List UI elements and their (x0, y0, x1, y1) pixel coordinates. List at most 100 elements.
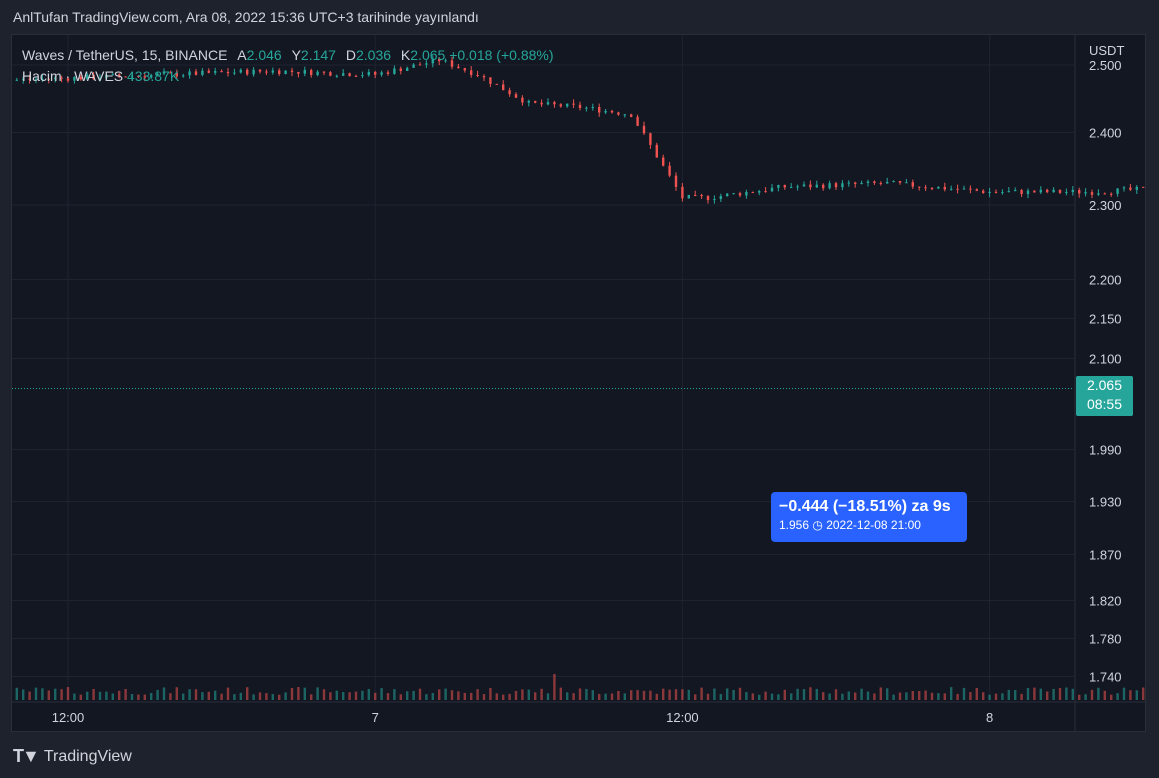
volume-bar (918, 690, 921, 700)
volume-bar (1078, 694, 1081, 700)
volume-bar (617, 690, 620, 700)
chart-legend: Waves / TetherUS, 15, BINANCE A2.046 Y2.… (22, 45, 554, 87)
volume-bar (738, 687, 742, 700)
price-tick-label: 2.300 (1089, 198, 1122, 213)
measure-detail: 1.956 ◷ 2022-12-08 21:00 (779, 518, 959, 532)
volume-bar (911, 690, 914, 700)
volume-bar (22, 689, 25, 700)
candle-body (598, 106, 601, 113)
legend-close: 2.065 (410, 47, 446, 63)
volume-bar (662, 688, 665, 700)
price-tick-label: 2.150 (1089, 312, 1122, 327)
candle-body (1122, 187, 1126, 189)
volume-bar (271, 694, 274, 700)
volume-bar (124, 689, 127, 700)
candle-body (636, 116, 639, 126)
candle-body (937, 186, 940, 189)
candle-body (726, 193, 729, 197)
candle-body (431, 58, 434, 64)
volume-bar (303, 687, 306, 700)
volume-bar (457, 691, 460, 700)
volume-bar (745, 692, 748, 700)
volume-bar (47, 690, 50, 700)
volume-bar (86, 691, 89, 700)
tradingview-logo-icon: T▼ (13, 746, 40, 766)
candle-body (284, 70, 287, 75)
candle-body (886, 181, 889, 184)
volume-bar (1097, 687, 1100, 700)
volume-bar (489, 688, 492, 700)
legend-change: +0.018 (+0.88%) (449, 47, 554, 63)
volume-bar (982, 692, 985, 700)
candle-body (860, 182, 863, 184)
candle-body (111, 74, 114, 76)
volume-bar (354, 691, 358, 700)
volume-bar (841, 693, 844, 700)
candle-body (438, 58, 441, 62)
candle-body (297, 71, 300, 74)
candle-body (982, 190, 985, 194)
candle-body (623, 114, 626, 116)
tradingview-footer[interactable]: T▼ TradingView (13, 746, 132, 767)
volume-bar (342, 692, 345, 700)
volume-bar (969, 692, 972, 700)
candle-body (342, 73, 345, 76)
volume-bar (463, 692, 466, 700)
volume-bar (726, 688, 729, 700)
volume-bar (399, 694, 402, 700)
candle-body (130, 76, 134, 78)
measure-datetime: 2022-12-08 21:00 (826, 518, 921, 532)
candle-body (418, 64, 422, 66)
candle-body (476, 74, 479, 77)
candle-body (444, 60, 447, 62)
volume-bar (1046, 691, 1049, 700)
candle-body (1071, 189, 1074, 193)
candle-body (687, 194, 690, 199)
candle-body (770, 187, 774, 192)
volume-bar (406, 691, 409, 700)
volume-bar (265, 693, 268, 700)
candle-body (412, 64, 415, 68)
candle-body (393, 68, 396, 74)
volume-bar (246, 687, 249, 700)
volume-bar (534, 692, 537, 700)
legend-volume-row: Hacim · WAVES 433.87K (22, 66, 554, 87)
candle-body (1007, 191, 1010, 193)
volume-bar (73, 693, 76, 700)
candle-body (617, 112, 620, 115)
candle-body (310, 69, 313, 76)
candle-body (732, 193, 735, 195)
chart-frame[interactable]: USDT 2.500 2.400 2.300 2.200 2.150 2.100 1.990 1… (11, 34, 1146, 732)
volume-bar (1116, 693, 1119, 700)
candle-body (335, 75, 338, 77)
legend-open-label: A (237, 47, 247, 63)
candle-body (783, 185, 786, 188)
volume-bar (636, 690, 639, 700)
volume-bar (898, 692, 902, 700)
price-tick-label: 1.740 (1089, 670, 1122, 685)
volume-bar (508, 693, 511, 700)
candle-body (898, 181, 902, 183)
candle-body (457, 66, 460, 69)
measure-label[interactable]: −0.444 (−18.51%) za 9s 1.956 ◷ 2022-12-0… (771, 492, 967, 542)
volume-bar (1052, 688, 1055, 700)
volume-bar (553, 674, 556, 700)
volume-bar (879, 687, 882, 700)
candle-body (1039, 189, 1042, 193)
candle-body (380, 72, 383, 75)
price-tick-label: 1.990 (1089, 443, 1122, 458)
volume-bar (687, 689, 690, 700)
clock-icon: ◷ (812, 518, 823, 532)
volume-bar (130, 693, 134, 700)
volume-layer (15, 674, 1145, 700)
candle-body (911, 182, 914, 187)
volume-bar (802, 689, 806, 700)
volume-bar (438, 689, 441, 700)
candle-body (1058, 189, 1062, 193)
candle-body (585, 107, 588, 109)
volume-bar (943, 693, 946, 700)
candle-body (514, 94, 518, 98)
candle-body (354, 76, 358, 78)
volume-bar (924, 690, 927, 700)
